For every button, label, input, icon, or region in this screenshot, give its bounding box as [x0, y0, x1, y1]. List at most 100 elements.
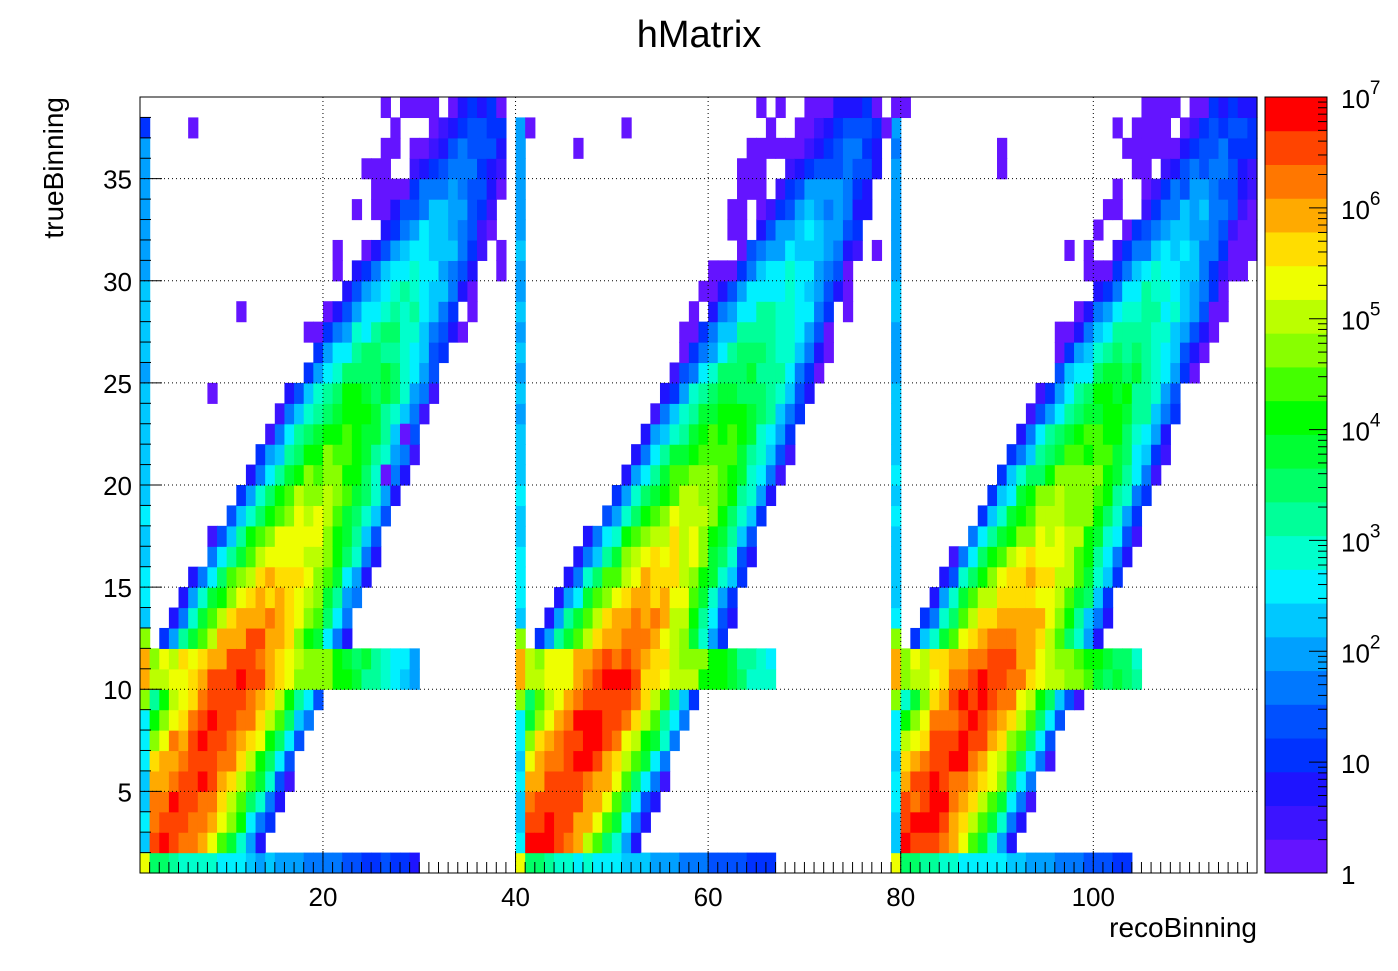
- heatmap-cell: [207, 566, 218, 588]
- heatmap-cell: [746, 178, 757, 200]
- heatmap-cell: [929, 811, 940, 833]
- heatmap-cell: [525, 852, 536, 874]
- heatmap-cell: [698, 566, 709, 588]
- heatmap-cell: [833, 137, 844, 159]
- heatmap-cell: [217, 791, 228, 813]
- heatmap-cell: [582, 668, 594, 690]
- heatmap-cell: [775, 444, 786, 466]
- heatmap-cell: [756, 382, 767, 404]
- heatmap-cell: [1093, 505, 1104, 527]
- heatmap-cell: [1064, 342, 1075, 364]
- color-scale-swatch: [1265, 164, 1327, 199]
- heatmap-cell: [534, 811, 546, 833]
- heatmap-cell: [1074, 607, 1085, 629]
- heatmap-cell: [1093, 566, 1104, 588]
- heatmap-cell: [794, 321, 806, 343]
- heatmap-cell: [621, 730, 632, 752]
- heatmap-cell: [236, 525, 247, 547]
- heatmap-cell: [1054, 587, 1066, 609]
- heatmap-cell: [226, 587, 237, 609]
- heatmap-cell: [611, 730, 623, 752]
- heatmap-cell: [313, 566, 324, 588]
- heatmap-cell: [371, 321, 382, 343]
- heatmap-cell: [1016, 525, 1027, 547]
- heatmap-cell: [428, 219, 440, 241]
- heatmap-cell: [236, 709, 247, 731]
- heatmap-cell: [226, 750, 237, 772]
- heatmap-cell: [140, 832, 151, 854]
- heatmap-cell: [717, 648, 728, 670]
- heatmap-cell: [1083, 382, 1094, 404]
- heatmap-cell: [361, 852, 372, 874]
- heatmap-cell: [303, 525, 314, 547]
- heatmap-cell: [207, 607, 218, 629]
- heatmap-cell: [737, 158, 748, 180]
- heatmap-cell: [737, 403, 748, 425]
- heatmap-cell: [611, 811, 623, 833]
- heatmap-cell: [1141, 280, 1152, 302]
- heatmap-cell: [785, 362, 796, 384]
- heatmap-cell: [987, 709, 998, 731]
- heatmap-cell: [871, 137, 883, 159]
- heatmap-cell: [554, 607, 565, 629]
- heatmap-cell: [371, 648, 382, 670]
- heatmap-cell: [525, 648, 536, 670]
- heatmap-cell: [833, 97, 844, 119]
- color-scale-swatch: [1265, 97, 1327, 132]
- heatmap-cell: [727, 648, 738, 670]
- heatmap-cell: [737, 525, 748, 547]
- heatmap-cell: [409, 219, 420, 241]
- heatmap-cell: [207, 750, 218, 772]
- heatmap-cell: [419, 342, 430, 364]
- heatmap-cell: [756, 505, 767, 527]
- heatmap-cell: [1218, 178, 1229, 200]
- heatmap-cell: [1016, 566, 1027, 588]
- heatmap-cell: [1141, 403, 1152, 425]
- heatmap-cell: [226, 832, 237, 854]
- heatmap-cell: [871, 97, 883, 119]
- heatmap-cell: [265, 505, 276, 527]
- heatmap-cell: [1054, 362, 1066, 384]
- heatmap-cell: [640, 648, 651, 670]
- heatmap-cell: [919, 750, 931, 772]
- heatmap-cell: [380, 97, 391, 119]
- heatmap-cell: [659, 607, 671, 629]
- heatmap-cell: [794, 280, 806, 302]
- heatmap-cell: [265, 485, 276, 507]
- heatmap-cell: [765, 117, 777, 139]
- heatmap-cell: [534, 770, 546, 792]
- heatmap-cell: [842, 280, 854, 302]
- heatmap-cell: [390, 423, 401, 445]
- heatmap-cell: [1208, 97, 1220, 119]
- heatmap-cell: [573, 566, 584, 588]
- heatmap-cell: [814, 321, 825, 343]
- heatmap-cell: [621, 546, 632, 568]
- heatmap-cell: [1006, 607, 1017, 629]
- color-scale-swatch: [1265, 468, 1327, 503]
- heatmap-cell: [737, 444, 748, 466]
- heatmap-cell: [236, 546, 247, 568]
- heatmap-cell: [159, 832, 170, 854]
- heatmap-cell: [515, 730, 526, 752]
- heatmap-cell: [621, 750, 632, 772]
- heatmap-cell: [399, 648, 411, 670]
- heatmap-cell: [419, 239, 430, 261]
- heatmap-cell: [1006, 811, 1017, 833]
- heatmap-cell: [621, 791, 632, 813]
- heatmap-cell: [448, 239, 459, 261]
- heatmap-cell: [380, 321, 391, 343]
- heatmap-cell: [679, 444, 690, 466]
- heatmap-cell: [313, 607, 324, 629]
- heatmap-cell: [140, 239, 151, 261]
- heatmap-cell: [737, 280, 748, 302]
- heatmap-cell: [997, 770, 1008, 792]
- heatmap-cell: [1045, 750, 1056, 772]
- heatmap-cell: [775, 321, 786, 343]
- heatmap-cell: [958, 627, 969, 649]
- heatmap-cell: [371, 444, 382, 466]
- heatmap-cell: [592, 607, 603, 629]
- heatmap-cell: [313, 852, 324, 874]
- heatmap-cell: [274, 627, 286, 649]
- heatmap-cell: [1208, 117, 1220, 139]
